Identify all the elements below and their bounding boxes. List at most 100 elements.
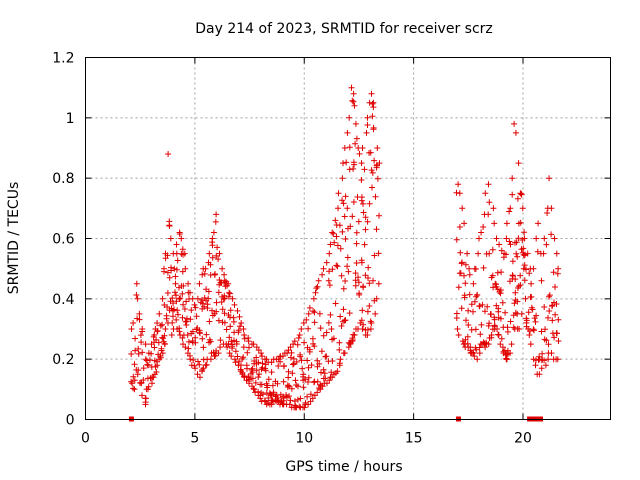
data-point <box>235 329 242 336</box>
data-point <box>159 350 166 357</box>
data-point <box>154 328 161 335</box>
data-point <box>328 326 335 332</box>
data-point <box>339 228 346 235</box>
data-point <box>170 300 177 307</box>
data-point <box>548 231 555 238</box>
data-point <box>536 371 543 378</box>
data-point <box>376 160 383 167</box>
data-point <box>310 295 317 302</box>
data-point <box>463 317 469 324</box>
data-point <box>464 340 471 347</box>
data-point <box>191 362 198 369</box>
data-point <box>195 358 201 365</box>
data-point <box>327 241 334 248</box>
data-point <box>527 341 534 348</box>
data-point <box>243 362 250 369</box>
data-point <box>549 317 556 324</box>
data-point <box>541 235 548 242</box>
data-point <box>182 265 189 272</box>
data-point <box>526 270 533 277</box>
data-point <box>157 354 164 361</box>
data-point <box>349 335 356 342</box>
data-point <box>132 335 139 342</box>
data-point <box>285 374 292 381</box>
data-point <box>217 337 224 344</box>
data-point <box>265 376 272 383</box>
data-points <box>128 85 562 422</box>
data-point <box>285 368 292 375</box>
data-point <box>493 281 499 288</box>
data-point <box>496 241 503 248</box>
data-point <box>358 257 365 264</box>
data-point <box>488 311 494 317</box>
data-point <box>217 344 224 351</box>
data-point <box>490 205 497 212</box>
data-point <box>199 335 206 342</box>
chart-title: Day 214 of 2023, SRMTID for receiver scr… <box>195 21 493 37</box>
data-point <box>531 327 537 334</box>
data-point <box>456 190 463 197</box>
data-point <box>258 381 265 388</box>
data-point <box>170 313 176 320</box>
data-point <box>484 303 491 310</box>
data-point <box>517 282 524 289</box>
data-point <box>176 231 183 237</box>
data-point <box>472 266 479 272</box>
data-point <box>228 338 235 345</box>
data-point <box>373 295 380 302</box>
data-point <box>353 229 360 236</box>
data-point <box>353 240 360 247</box>
data-point <box>497 315 504 322</box>
data-point <box>497 290 504 297</box>
data-point <box>318 348 325 355</box>
data-point <box>259 353 265 360</box>
data-point <box>244 349 251 356</box>
data-point <box>151 344 158 351</box>
data-point <box>209 307 215 314</box>
data-point <box>340 306 347 313</box>
data-point <box>224 344 231 351</box>
data-point <box>186 352 193 359</box>
data-point <box>169 319 176 326</box>
data-point <box>226 289 233 296</box>
data-point <box>513 239 520 246</box>
data-point <box>292 377 299 384</box>
data-point <box>202 265 209 272</box>
data-point <box>139 328 146 335</box>
data-point <box>215 289 222 296</box>
data-point <box>503 220 510 227</box>
data-point <box>368 320 375 326</box>
data-point <box>339 175 346 182</box>
data-point <box>364 308 371 315</box>
x-tick-label: 5 <box>190 431 199 447</box>
data-point <box>317 325 324 332</box>
data-point <box>331 239 338 246</box>
data-point <box>246 378 253 384</box>
data-point <box>286 383 293 390</box>
data-point <box>199 271 206 278</box>
data-point <box>366 200 373 207</box>
data-point <box>268 369 275 376</box>
data-point <box>539 350 546 357</box>
data-point <box>521 235 528 242</box>
x-tick-label: 0 <box>81 431 90 447</box>
data-point <box>164 304 171 310</box>
data-point <box>335 190 342 197</box>
data-point <box>289 370 296 377</box>
data-point <box>343 159 350 166</box>
data-point <box>309 335 316 342</box>
data-point <box>369 169 376 176</box>
data-point <box>168 264 174 271</box>
data-point <box>468 301 475 308</box>
data-point <box>332 217 339 224</box>
data-point <box>131 377 138 384</box>
data-point <box>172 273 179 280</box>
data-point <box>549 303 555 310</box>
data-point <box>203 331 210 338</box>
data-point <box>323 329 330 336</box>
data-point <box>314 283 321 290</box>
data-point <box>495 308 502 315</box>
data-point <box>234 307 241 314</box>
data-point <box>231 337 237 344</box>
data-point <box>191 301 198 308</box>
